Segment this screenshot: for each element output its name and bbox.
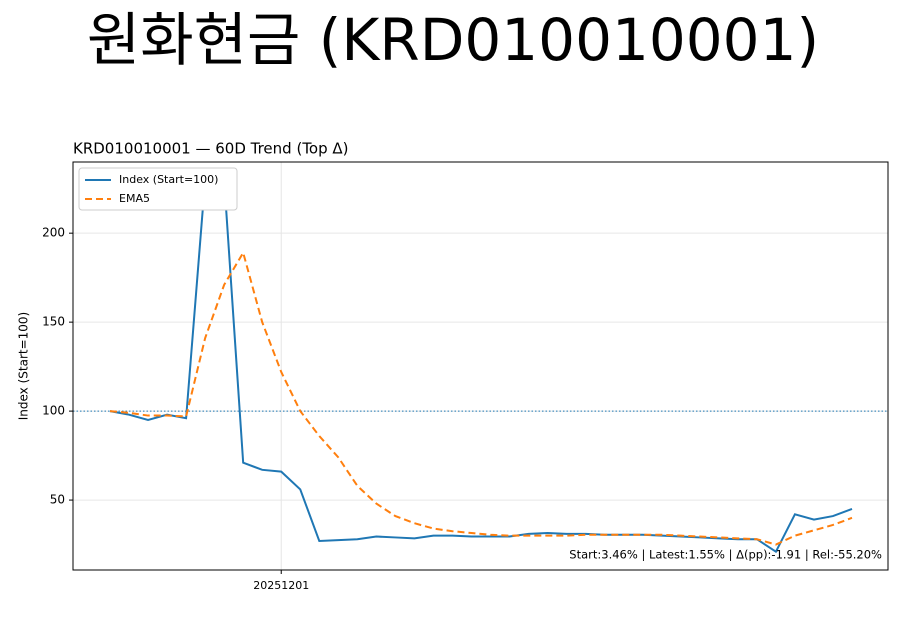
y-tick-label: 100 bbox=[42, 404, 65, 418]
legend-box bbox=[78, 167, 238, 211]
plot-frame bbox=[72, 161, 889, 571]
y-tick-label: 50 bbox=[50, 493, 65, 507]
y-tick-label: 150 bbox=[42, 315, 65, 329]
chart-title: KRD010010001 — 60D Trend (Top Δ) bbox=[73, 140, 349, 158]
y-axis-label: Index (Start=100) bbox=[17, 312, 31, 421]
page-title: 원화현금 (KRD010010001) bbox=[87, 6, 819, 74]
y-tick-label: 200 bbox=[42, 226, 65, 240]
x-tick-label: 20251201 bbox=[253, 579, 309, 592]
data-line bbox=[109, 250, 853, 546]
legend-label: EMA5 bbox=[119, 192, 150, 205]
annotation: Start:3.46% | Latest:1.55% | Δ(pp):-1.91… bbox=[569, 548, 882, 562]
legend-label: Index (Start=100) bbox=[119, 173, 218, 186]
data-line bbox=[109, 178, 853, 554]
